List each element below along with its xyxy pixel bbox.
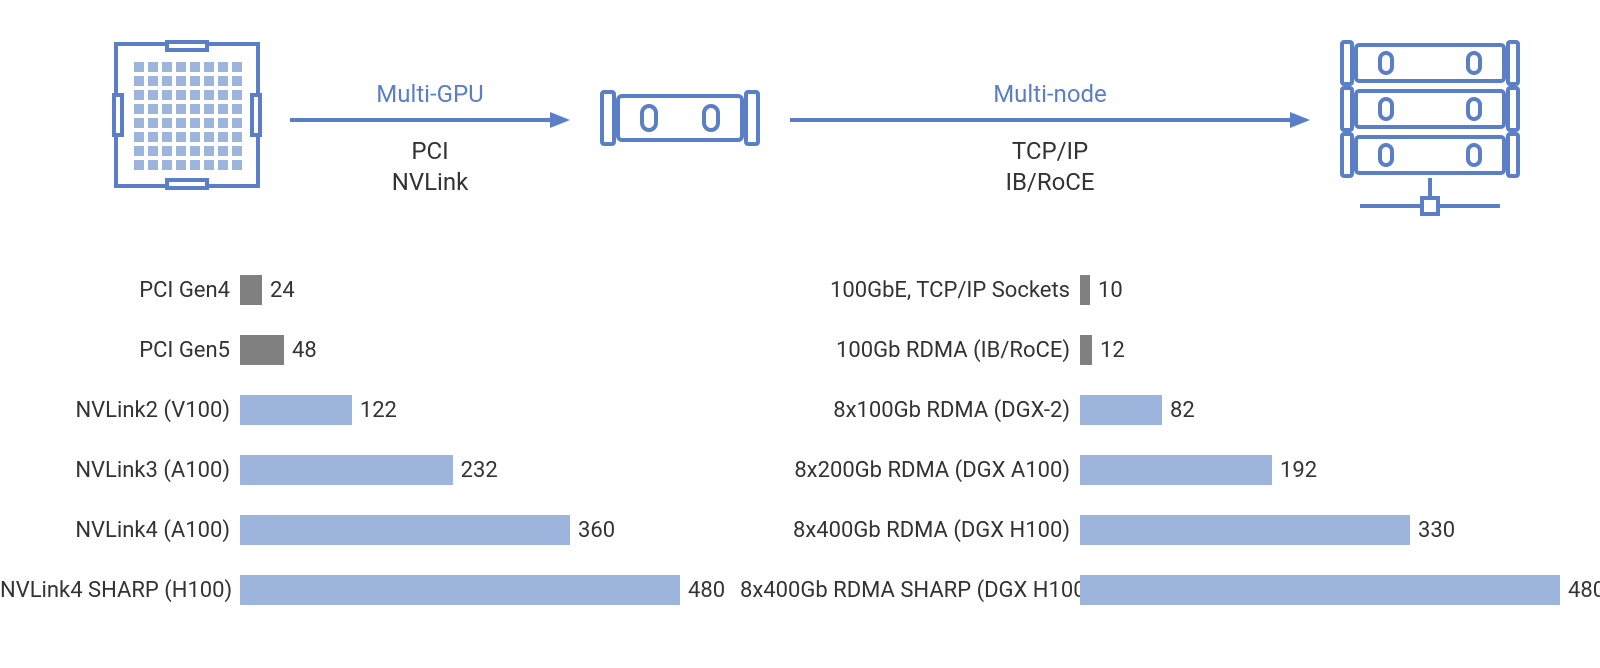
- bar-track: 232: [240, 455, 700, 485]
- bar: [1080, 575, 1560, 605]
- multi-gpu-bandwidth-chart: PCI Gen424PCI Gen548NVLink2 (V100)122NVL…: [0, 260, 700, 620]
- bar-value: 82: [1170, 398, 1195, 423]
- bar-row: NVLink4 (A100) 360: [0, 500, 700, 560]
- bar-value: 10: [1098, 278, 1123, 303]
- bar-value: 480: [1568, 578, 1600, 603]
- bar: [240, 575, 680, 605]
- top-diagram-row: Multi-GPU PCI NVLink Multi-node TCP/IP I…: [0, 40, 1600, 220]
- bar-value: 360: [578, 518, 615, 543]
- bar: [1080, 335, 1092, 365]
- bar: [1080, 515, 1410, 545]
- bar-value: 192: [1280, 458, 1317, 483]
- bar-row: PCI Gen4 24: [0, 260, 700, 320]
- arrow2-title: Multi-node: [790, 80, 1310, 108]
- bar-track: 24: [240, 275, 700, 305]
- arrow-right-icon: [290, 110, 570, 130]
- bar-row: 8x400Gb RDMA SHARP (DGX H100) 480: [740, 560, 1600, 620]
- bar-label: 8x100Gb RDMA (DGX-2): [740, 398, 1080, 423]
- gpu-chip-icon: [112, 40, 262, 194]
- bar-row: 8x400Gb RDMA (DGX H100) 330: [740, 500, 1600, 560]
- bar-label: 8x200Gb RDMA (DGX A100): [740, 458, 1080, 483]
- bar-label: PCI Gen5: [0, 338, 240, 363]
- bar-row: 8x100Gb RDMA (DGX-2) 82: [740, 380, 1600, 440]
- bar-row: 100GbE, TCP/IP Sockets 10: [740, 260, 1600, 320]
- bar-track: 82: [1080, 395, 1600, 425]
- arrow-right-icon: [790, 110, 1310, 130]
- arrow1-title: Multi-GPU: [290, 80, 570, 108]
- bar: [1080, 275, 1090, 305]
- bar: [240, 275, 262, 305]
- bar-value: 122: [360, 398, 397, 423]
- arrow2-sub1: TCP/IP: [790, 136, 1310, 167]
- bar-track: 10: [1080, 275, 1600, 305]
- server-node-icon: [600, 90, 760, 150]
- bar-track: 192: [1080, 455, 1600, 485]
- bar-track: 122: [240, 395, 700, 425]
- bar-value: 330: [1418, 518, 1455, 543]
- bar-value: 24: [270, 278, 295, 303]
- bar: [240, 455, 453, 485]
- bar: [240, 395, 352, 425]
- arrow-multi-gpu: Multi-GPU PCI NVLink: [290, 80, 570, 198]
- bar-track: 480: [240, 575, 725, 605]
- bar: [240, 335, 284, 365]
- bar-label: 8x400Gb RDMA (DGX H100): [740, 518, 1080, 543]
- bar: [1080, 395, 1162, 425]
- bar-value: 48: [292, 338, 317, 363]
- bar-track: 12: [1080, 335, 1600, 365]
- bar-row: 100Gb RDMA (IB/RoCE) 12: [740, 320, 1600, 380]
- bar-label: NVLink3 (A100): [0, 458, 240, 483]
- server-rack-icon: [1340, 40, 1520, 234]
- bar-row: 8x200Gb RDMA (DGX A100) 192: [740, 440, 1600, 500]
- bar-track: 480: [1080, 575, 1600, 605]
- bar-row: PCI Gen5 48: [0, 320, 700, 380]
- multi-node-bandwidth-chart: 100GbE, TCP/IP Sockets 10 100Gb RDMA (IB/R…: [740, 260, 1600, 620]
- bar-track: 360: [240, 515, 700, 545]
- bar-row: NVLink3 (A100) 232: [0, 440, 700, 500]
- bar-track: 48: [240, 335, 700, 365]
- bar-label: 100Gb RDMA (IB/RoCE): [740, 338, 1080, 363]
- arrow2-sub2: IB/RoCE: [790, 167, 1310, 198]
- bar-value: 480: [688, 578, 725, 603]
- bar-label: NVLink4 (A100): [0, 518, 240, 543]
- arrow1-sub2: NVLink: [290, 167, 570, 198]
- bar-value: 12: [1100, 338, 1125, 363]
- bar-track: 330: [1080, 515, 1600, 545]
- bar-label: NVLink2 (V100): [0, 398, 240, 423]
- bar-label: 8x400Gb RDMA SHARP (DGX H100): [740, 578, 1080, 603]
- bar-label: NVLink4 SHARP (H100): [0, 578, 240, 603]
- bar-label: 100GbE, TCP/IP Sockets: [740, 278, 1080, 303]
- arrow1-sub1: PCI: [290, 136, 570, 167]
- arrow-multi-node: Multi-node TCP/IP IB/RoCE: [790, 80, 1310, 198]
- bar-row: NVLink4 SHARP (H100)480: [0, 560, 700, 620]
- bar-row: NVLink2 (V100) 122: [0, 380, 700, 440]
- bar-value: 232: [461, 458, 498, 483]
- bar-label: PCI Gen4: [0, 278, 240, 303]
- bar: [240, 515, 570, 545]
- bar: [1080, 455, 1272, 485]
